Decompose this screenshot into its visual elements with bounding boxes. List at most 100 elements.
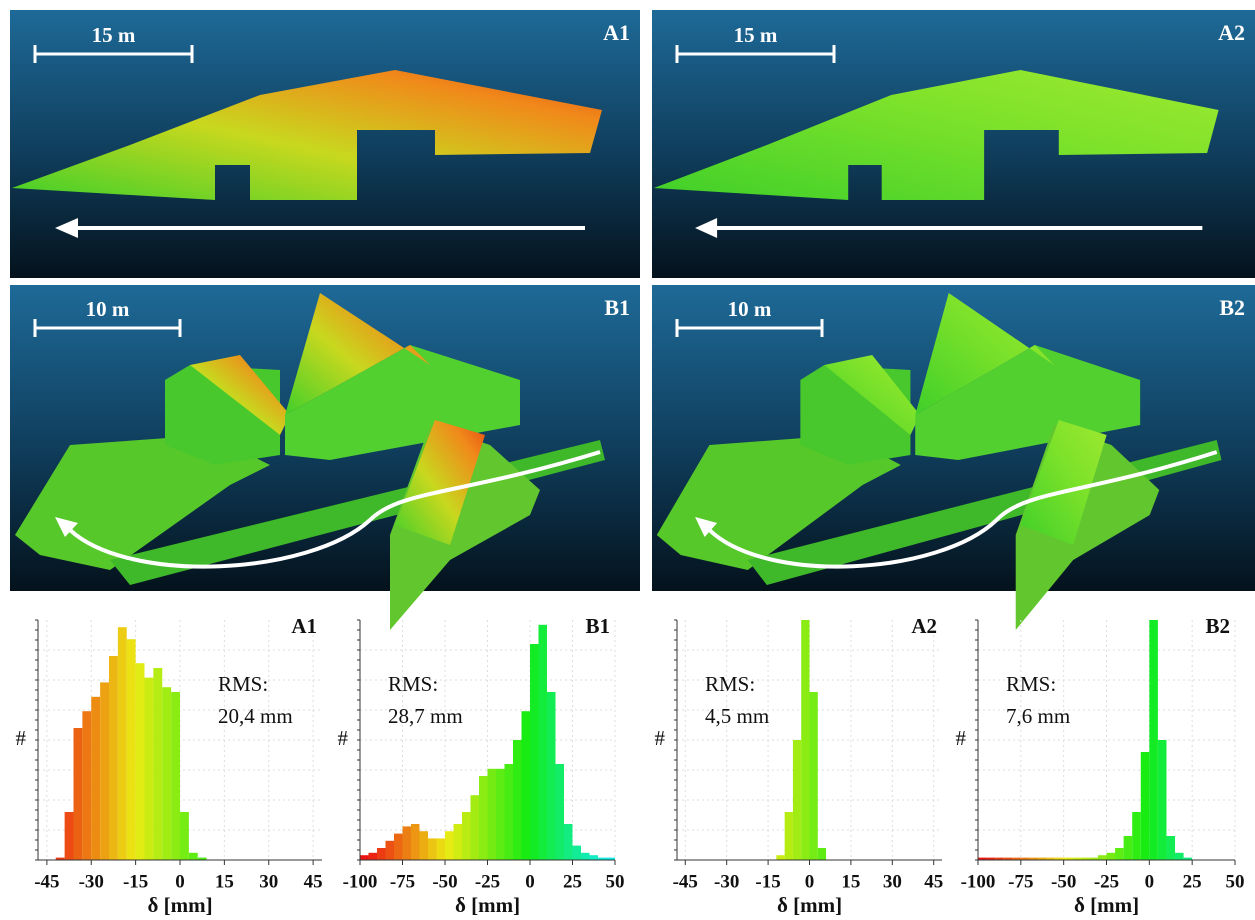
histogram-bar	[1166, 836, 1176, 860]
histogram-bar	[411, 824, 420, 860]
histogram-bar	[1012, 857, 1021, 860]
histogram-bar	[453, 824, 462, 860]
histogram-bar	[801, 620, 810, 860]
chart-label: A2	[911, 614, 937, 638]
histogram-bar	[445, 831, 454, 860]
histogram-bar	[153, 668, 163, 860]
histogram-bar	[572, 845, 581, 860]
rms-value: 7,6 mm	[1006, 704, 1070, 728]
point-cloud-wall	[653, 70, 1219, 200]
histogram-bar	[1183, 857, 1193, 860]
histogram-bar	[1097, 855, 1107, 860]
rms-title: RMS:	[1006, 672, 1056, 696]
histogram-bar	[547, 692, 556, 860]
histogram-bar	[1029, 857, 1038, 860]
point-cloud-wall	[12, 70, 602, 200]
x-tick-label: -25	[1094, 871, 1119, 892]
histogram-bar	[776, 855, 785, 860]
rms-title: RMS:	[388, 672, 438, 696]
histogram-bar	[564, 824, 573, 860]
histogram-bar	[377, 848, 386, 860]
histogram-bar	[1003, 857, 1013, 860]
histogram-bar	[162, 687, 172, 860]
x-tick-label: -100	[343, 871, 378, 892]
histogram-bar	[986, 857, 996, 860]
panel-label: A1	[603, 20, 630, 45]
histogram-bar	[135, 663, 145, 860]
rms-title: RMS:	[218, 672, 268, 696]
histogram-bar	[606, 857, 615, 860]
histogram-bar	[1149, 620, 1158, 860]
x-tick-label: 15	[215, 871, 234, 892]
histogram-bar	[55, 857, 65, 860]
histogram-bar	[817, 848, 827, 860]
x-tick-label: -15	[755, 871, 780, 892]
trajectory	[708, 450, 1218, 569]
histogram-bar	[1046, 857, 1056, 860]
histogram-bar	[581, 852, 590, 860]
x-tick-label: 50	[1226, 871, 1245, 892]
histogram-bar	[487, 768, 496, 860]
x-tick-label: 0	[175, 871, 185, 892]
x-tick-label: 30	[883, 871, 902, 892]
x-axis-label: δ [mm]	[147, 893, 212, 917]
x-tick-label: 0	[525, 871, 535, 892]
x-tick-label: 25	[1183, 871, 1202, 892]
histogram-bar	[598, 857, 607, 860]
histogram-bar	[1072, 857, 1081, 860]
histogram-bar	[978, 857, 987, 860]
scale-label: 10 m	[728, 297, 772, 321]
roof-main	[285, 293, 430, 415]
x-tick-label: -75	[390, 871, 415, 892]
histogram-bar	[436, 838, 445, 860]
x-tick-label: -45	[34, 871, 59, 892]
x-tick-label: -15	[123, 871, 148, 892]
x-tick-label: -50	[1051, 871, 1076, 892]
shed-roof	[1020, 420, 1107, 545]
chart-label: B2	[1205, 614, 1230, 638]
render-panel: 15 m A1	[10, 10, 640, 278]
histogram-bar	[784, 812, 793, 860]
arrow-head	[55, 218, 78, 238]
x-axis-label: δ [mm]	[455, 893, 520, 917]
x-axis-label: δ [mm]	[1074, 893, 1139, 917]
histogram-bar	[73, 728, 83, 860]
chart-label: B1	[585, 614, 610, 638]
rms-value: 28,7 mm	[388, 704, 463, 728]
histogram-bar	[1037, 857, 1047, 860]
x-tick-label: -25	[475, 871, 500, 892]
rms-title: RMS:	[705, 672, 755, 696]
histogram-bar	[117, 627, 127, 860]
x-tick-label: 45	[924, 871, 943, 892]
histogram-bar	[144, 677, 154, 860]
histogram-bar	[1157, 740, 1167, 860]
scale-label: 15 m	[92, 23, 136, 47]
histogram-bar	[1140, 752, 1150, 860]
histogram-bar	[462, 812, 471, 860]
histogram-bar	[428, 838, 437, 860]
histogram-bar	[530, 644, 539, 860]
histogram-bar	[470, 795, 479, 860]
render-panel: 10 m B1	[10, 285, 640, 630]
histogram-bar	[385, 840, 394, 860]
panel-label: B1	[604, 295, 630, 320]
chart-label: A1	[291, 614, 317, 638]
histogram-bar	[419, 831, 428, 860]
y-axis-label: #	[16, 726, 27, 750]
histogram-bar	[1123, 836, 1133, 860]
trajectory	[68, 450, 601, 569]
histogram-bar	[538, 624, 547, 860]
arrow-head	[695, 218, 718, 238]
x-tick-label: -30	[79, 871, 104, 892]
roof-left	[190, 355, 290, 435]
x-axis-label: δ [mm]	[777, 893, 842, 917]
x-tick-label: -100	[961, 871, 996, 892]
histogram-bar	[109, 656, 118, 860]
rms-value: 20,4 mm	[218, 704, 293, 728]
x-tick-label: 50	[606, 871, 625, 892]
histogram-bar	[126, 639, 136, 860]
y-axis-label: #	[655, 726, 666, 750]
x-tick-label: 0	[805, 871, 815, 892]
x-tick-label: 25	[563, 871, 582, 892]
histogram-bar	[360, 855, 369, 860]
